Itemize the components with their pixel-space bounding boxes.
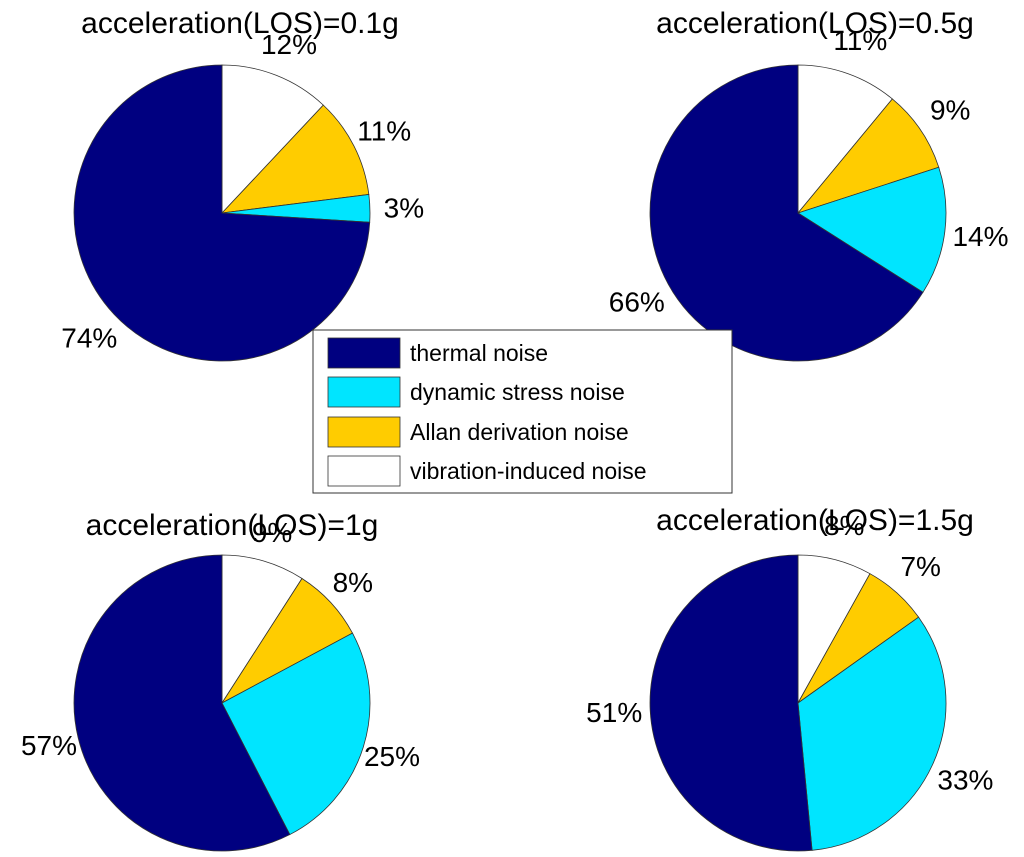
pie-2-label-allan-derivation-noise: 8% (333, 567, 373, 598)
pie-chart-0-1g: acceleration(LOS)=0.1g 12% 11% 3% 74% (61, 7, 424, 362)
pie-0-label-thermal-noise: 74% (61, 323, 117, 354)
pie-0-title: acceleration(LOS)=0.1g (81, 7, 399, 40)
pie-0-label-dynamic-stress-noise: 3% (384, 192, 424, 223)
pie-2-slice-vibration-induced-noise (221, 554, 303, 705)
legend-swatch-dynamic-stress-noise (327, 376, 401, 408)
legend-label-vibration-induced-noise: vibration-induced noise (410, 458, 647, 484)
legend-swatch-thermal-noise (327, 337, 401, 369)
pie-1-slice-allan-derivation-noise (796, 98, 940, 214)
legend: thermal noise dynamic stress noise Allan… (312, 329, 733, 494)
pie-0-slice-allan-derivation-noise (220, 104, 370, 214)
pie-1-label-dynamic-stress-noise: 14% (952, 221, 1008, 252)
pie-1-slice-thermal-noise (649, 64, 924, 362)
legend-swatch-vibration-induced-noise (327, 455, 401, 487)
pie-chart-0-5g: acceleration(LOS)=0.5g 11% 9% 14% 66% (609, 7, 1009, 362)
pie-3-slice-thermal-noise (649, 554, 813, 852)
legend-label-dynamic-stress-noise: dynamic stress noise (410, 379, 625, 405)
pie-0-label-allan-derivation-noise: 11% (357, 115, 411, 146)
pie-2-title: acceleration(LOS)=1g (86, 509, 379, 542)
pie-3-slice-dynamic-stress-noise (797, 616, 947, 851)
pie-chart-1-5g: acceleration(LOS)=1.5g 8% 7% 33% 51% (586, 504, 993, 852)
pie-1-slice-dynamic-stress-noise (797, 166, 947, 293)
pie-0-slice-vibration-induced-noise (221, 64, 324, 215)
pie-3-label-allan-derivation-noise: 7% (900, 551, 940, 582)
pie-1-label-thermal-noise: 66% (609, 287, 665, 318)
pie-0-slice-thermal-noise (73, 64, 371, 362)
pie-chart-1g: acceleration(LOS)=1g 9% 8% 25% 57% (21, 509, 420, 852)
pie-2-label-vibration-induced-noise: 9% (252, 517, 292, 548)
legend-swatch-allan-derivation-noise (327, 416, 401, 448)
legend-label-thermal-noise: thermal noise (410, 340, 548, 366)
pie-3-label-thermal-noise: 51% (586, 697, 642, 728)
pie-2-label-dynamic-stress-noise: 25% (364, 741, 420, 772)
pie-1-title: acceleration(LOS)=0.5g (656, 7, 974, 40)
pie-1-label-allan-derivation-noise: 9% (930, 95, 970, 126)
pie-0-label-vibration-induced-noise: 12% (261, 29, 317, 60)
pie-1-slice-vibration-induced-noise (797, 64, 893, 215)
pie-2-slice-dynamic-stress-noise (221, 632, 371, 836)
pie-3-title: acceleration(LOS)=1.5g (656, 504, 974, 537)
pie-2-label-thermal-noise: 57% (21, 730, 77, 761)
pie-3-label-dynamic-stress-noise: 33% (937, 764, 993, 795)
pie-1-label-vibration-induced-noise: 11% (833, 25, 887, 56)
legend-label-allan-derivation-noise: Allan derivation noise (410, 419, 629, 445)
pie-3-label-vibration-induced-noise: 8% (824, 510, 864, 541)
pie-2-slice-thermal-noise (73, 554, 291, 852)
